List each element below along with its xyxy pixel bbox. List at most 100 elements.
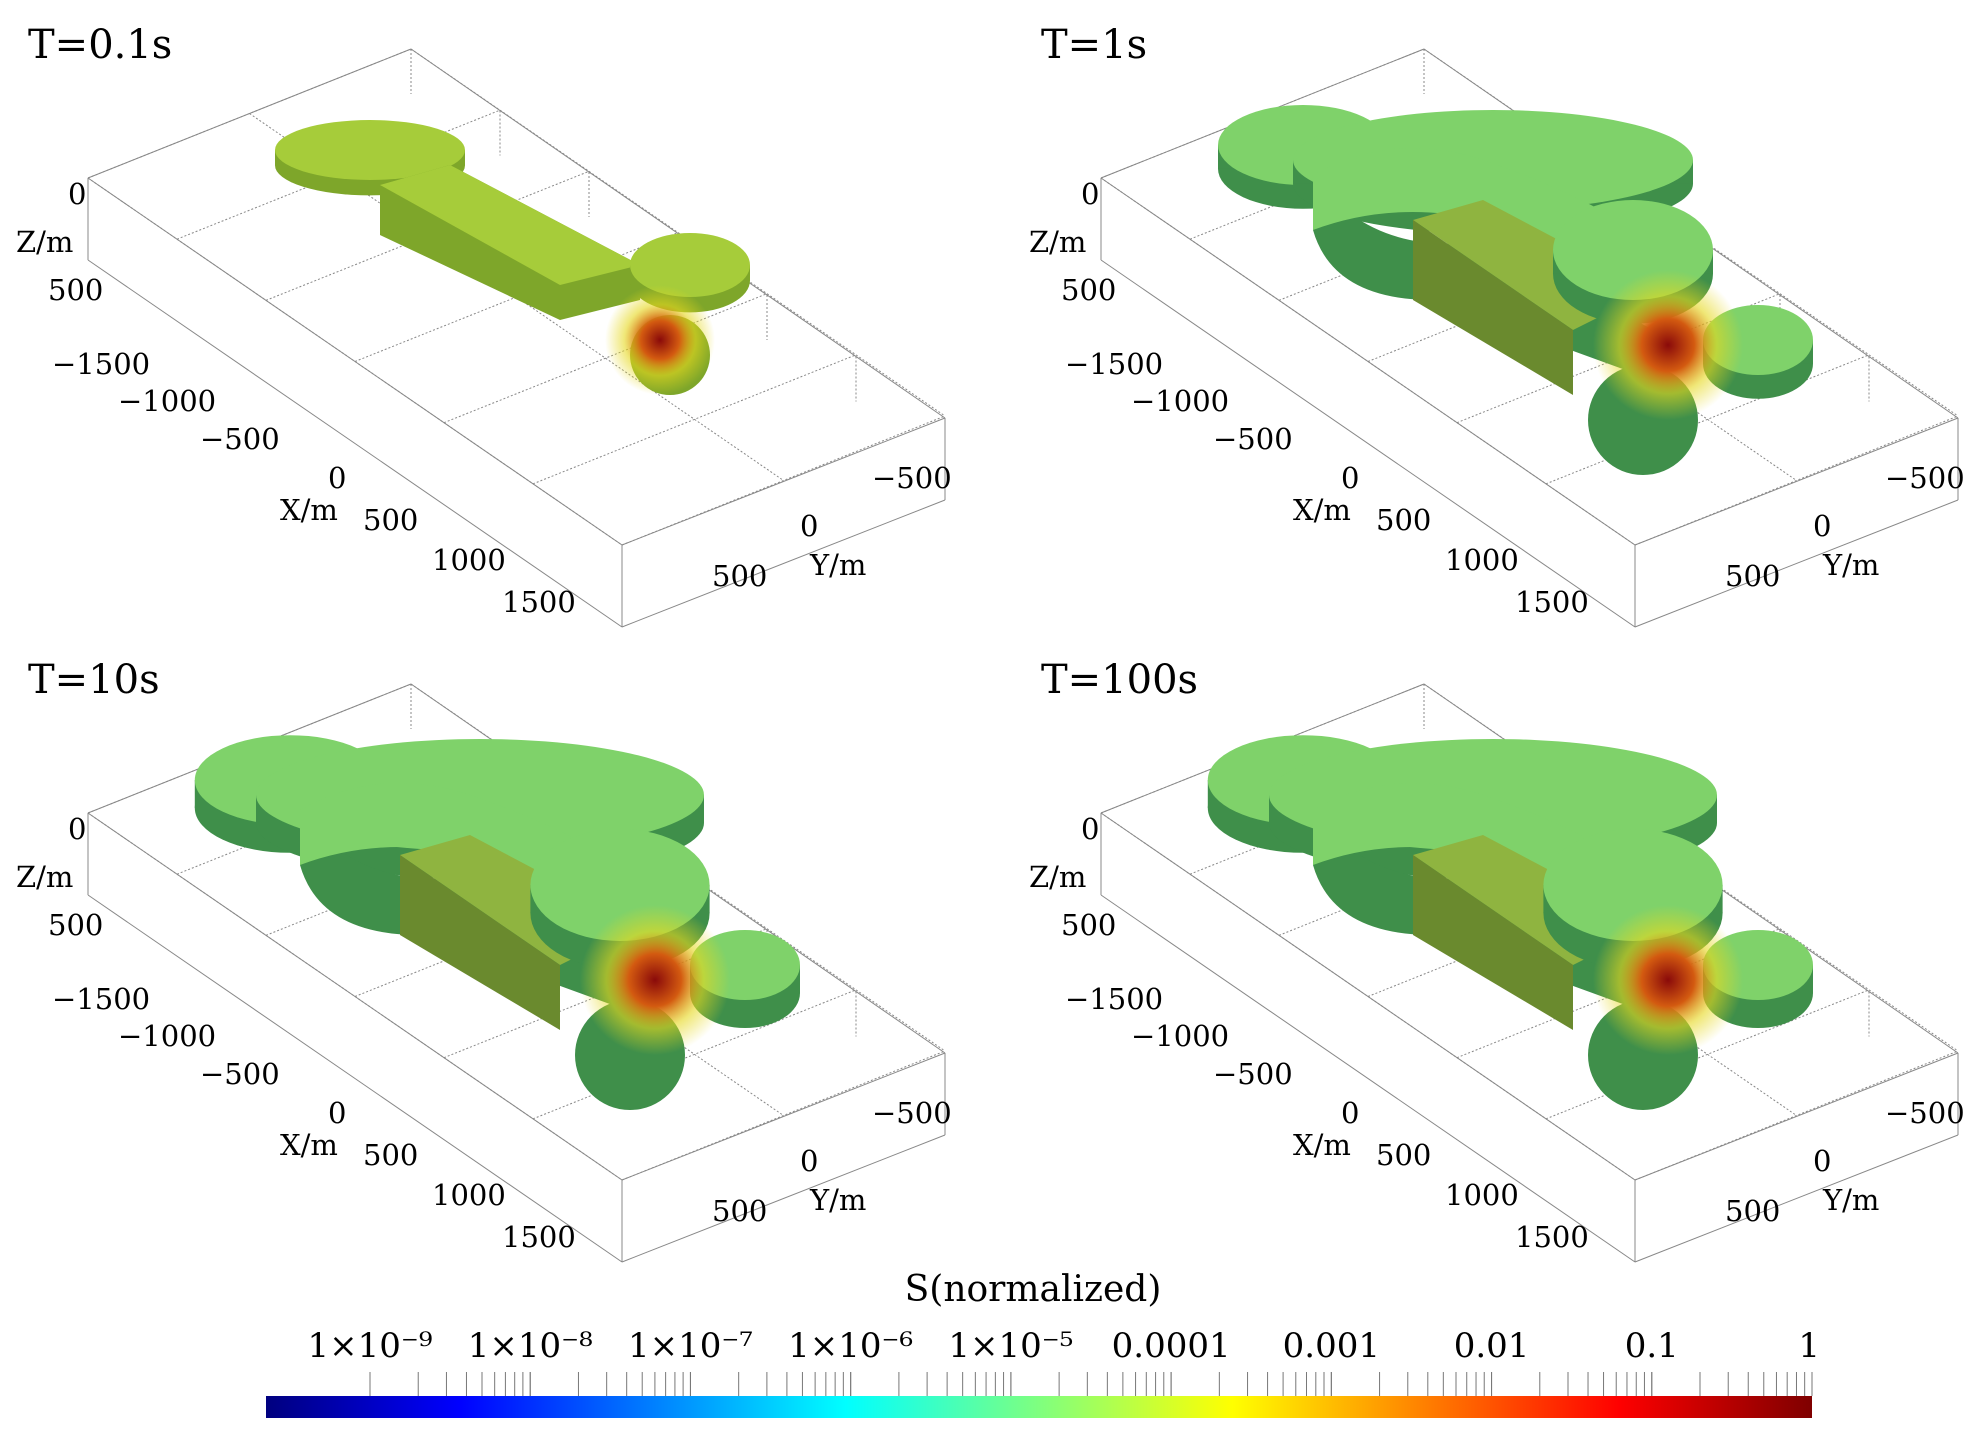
panel-svg: T=1s 0 Z/m 500 −1500−1000 −500 0 500 1000 1500 X/… bbox=[1029, 22, 1965, 628]
x-tick-label: 1500 bbox=[1515, 1220, 1589, 1254]
x-tick-label: 1500 bbox=[502, 585, 576, 619]
voxel-body bbox=[275, 120, 750, 395]
panel-t1: T=1s 0 Z/m 500 −1500 −1000 −500 0 500 1000 1500 X/… bbox=[1013, 0, 1986, 640]
box-edge bbox=[87, 48, 412, 179]
hot-spot bbox=[1593, 905, 1743, 1055]
x-tick-label: −1000 bbox=[1131, 1019, 1229, 1053]
box-edge bbox=[1634, 499, 1959, 628]
hot-spot bbox=[580, 905, 730, 1055]
x-tick-label: 1000 bbox=[432, 543, 506, 577]
z-tick-label: 0 bbox=[1081, 177, 1099, 211]
panel-title: T=10s bbox=[28, 657, 160, 703]
y-tick-label: −500 bbox=[872, 1096, 952, 1130]
axis-box bbox=[87, 48, 946, 628]
x-tick-label: 500 bbox=[1376, 1138, 1431, 1172]
panel-title: T=100s bbox=[1041, 657, 1198, 703]
z-tick-label: 0 bbox=[68, 812, 86, 846]
x-axis-label: X/m bbox=[1293, 493, 1351, 527]
box-edge bbox=[1634, 1052, 1959, 1181]
y-tick-label: 500 bbox=[712, 1194, 767, 1228]
box-edge bbox=[87, 812, 623, 1181]
panel-t100: T=100s 0 Z/m 500 −1500 −1000 −500 0 500 1000 1500… bbox=[1013, 635, 1986, 1275]
beam-top bbox=[380, 165, 640, 285]
box-edge bbox=[87, 259, 623, 628]
y-tick-label: 0 bbox=[1813, 509, 1831, 543]
panel-svg: T=10s 0 Z/m 500 −1500−1000 −500 0 500 1000 1500 X… bbox=[16, 657, 952, 1263]
panel-svg: T=100s 0 Z/m 500 −1500−1000 −500 0 500 1000 1500… bbox=[1029, 657, 1965, 1263]
voxel-body bbox=[1207, 735, 1813, 1110]
x-tick-label: −500 bbox=[200, 422, 280, 456]
box-edge bbox=[1634, 417, 1959, 546]
panel-title: T=1s bbox=[1041, 22, 1147, 68]
colorbar-svg: S(normalized) 1×10⁻⁹ 1×10⁻⁸ 1×10⁻⁷ 1×10⁻⁶ 1×… bbox=[266, 1269, 1820, 1418]
x-tick-label: 500 bbox=[1376, 503, 1431, 537]
colorbar-label: 0.0001 bbox=[1112, 1326, 1231, 1366]
voxel-body bbox=[1218, 105, 1813, 475]
box-edge bbox=[621, 417, 946, 546]
axis-labels: 0 Z/m 500 −1500−1000 −500 0 500 1000 1500 X/m −500… bbox=[1029, 812, 1965, 1254]
box-edge bbox=[1634, 1134, 1959, 1263]
beam-side bbox=[400, 855, 560, 1030]
colorbar-labels: 1×10⁻⁹ 1×10⁻⁸ 1×10⁻⁷ 1×10⁻⁶ 1×10⁻⁵ 0.0001 0.00… bbox=[308, 1326, 1820, 1366]
colorbar-minor-ticks bbox=[369, 1372, 1813, 1396]
colorbar-label: 0.01 bbox=[1454, 1326, 1530, 1366]
x-tick-label: −1000 bbox=[1131, 384, 1229, 418]
lobe-front-top bbox=[630, 233, 750, 297]
z-tick-label: 500 bbox=[48, 908, 103, 942]
colorbar-label: 1 bbox=[1798, 1326, 1820, 1366]
x-axis-label: X/m bbox=[280, 1128, 338, 1162]
voxel-body bbox=[194, 735, 800, 1110]
x-tick-label: 1000 bbox=[1445, 1178, 1519, 1212]
box-edge bbox=[87, 177, 623, 546]
y-axis-label: Y/m bbox=[1822, 548, 1879, 582]
x-tick-label: −500 bbox=[1213, 422, 1293, 456]
y-axis-label: Y/m bbox=[1822, 1183, 1879, 1217]
box-edge bbox=[1100, 894, 1636, 1263]
z-axis-label: Z/m bbox=[16, 225, 73, 259]
box-edge bbox=[1100, 812, 1636, 1181]
y-tick-label: 0 bbox=[800, 1144, 818, 1178]
box-edge bbox=[1100, 259, 1636, 628]
y-tick-label: 0 bbox=[800, 509, 818, 543]
x-tick-label: 0 bbox=[328, 461, 346, 495]
colorbar-title: S(normalized) bbox=[905, 1269, 1162, 1310]
y-tick-label: 0 bbox=[1813, 1144, 1831, 1178]
colorbar-gradient bbox=[266, 1396, 1812, 1418]
x-tick-label: −500 bbox=[1213, 1057, 1293, 1091]
colorbar-label: 1×10⁻⁶ bbox=[788, 1326, 913, 1366]
z-tick-label: 500 bbox=[1061, 273, 1116, 307]
box-edge bbox=[410, 48, 946, 419]
axis-labels: 0 Z/m 500 −1500−1000 −500 0 500 1000 1500 X/m −500… bbox=[1029, 177, 1965, 619]
colorbar: S(normalized) 1×10⁻⁹ 1×10⁻⁸ 1×10⁻⁷ 1×10⁻⁶ 1×… bbox=[0, 1260, 1986, 1433]
x-tick-label: −1500 bbox=[1065, 982, 1163, 1016]
y-tick-label: −500 bbox=[872, 461, 952, 495]
x-tick-label: 500 bbox=[363, 503, 418, 537]
x-tick-label: 1500 bbox=[502, 1220, 576, 1254]
y-tick-label: −500 bbox=[1885, 461, 1965, 495]
box-edge bbox=[621, 1052, 946, 1181]
colorbar-label: 1×10⁻⁷ bbox=[628, 1326, 753, 1366]
box-edge bbox=[621, 1134, 946, 1263]
box-edge bbox=[1100, 177, 1636, 546]
x-tick-label: −1000 bbox=[118, 1019, 216, 1053]
panel-t10: T=10s 0 Z/m 500 −1500 −1000 −500 0 500 1000 1500 X… bbox=[0, 635, 993, 1275]
x-tick-label: −1000 bbox=[118, 384, 216, 418]
y-tick-label: −500 bbox=[1885, 1096, 1965, 1130]
z-axis-label: Z/m bbox=[1029, 860, 1086, 894]
x-tick-label: 1000 bbox=[432, 1178, 506, 1212]
x-tick-label: 0 bbox=[1341, 461, 1359, 495]
y-tick-label: 500 bbox=[712, 559, 767, 593]
grid-line bbox=[532, 989, 857, 1120]
x-tick-label: 1500 bbox=[1515, 585, 1589, 619]
panel-svg: T=0.1s 0 Z/m 500 −1500−1000 −500 0 500 1000 1500… bbox=[16, 22, 952, 628]
y-axis-label: Y/m bbox=[809, 1183, 866, 1217]
beam-side bbox=[1413, 220, 1573, 395]
grid-line bbox=[532, 354, 857, 485]
x-axis-label: X/m bbox=[1293, 1128, 1351, 1162]
x-tick-label: −1500 bbox=[52, 347, 150, 381]
colorbar-label: 0.1 bbox=[1625, 1326, 1679, 1366]
x-tick-label: 500 bbox=[363, 1138, 418, 1172]
z-tick-label: 0 bbox=[1081, 812, 1099, 846]
y-tick-label: 500 bbox=[1725, 1194, 1780, 1228]
panel-t01: T=0.1s 0 Z/m 500 −1500 −1000 −500 0 500 1000 1500… bbox=[0, 0, 993, 640]
